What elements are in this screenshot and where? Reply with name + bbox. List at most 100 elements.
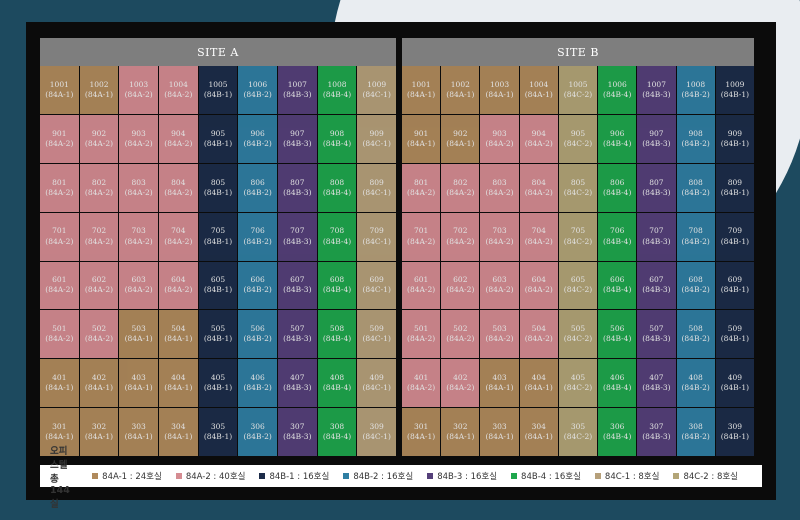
unit-type: (84A-2) [124, 89, 153, 99]
unit-type: (84C-1) [362, 432, 391, 442]
unit-cell: 807 (84B-3) [637, 163, 676, 212]
unit-type: (84B-1) [720, 187, 750, 197]
unit-type: (84C-2) [563, 383, 593, 393]
unit-cell: 805 (84C-2) [558, 163, 598, 212]
unit-number: 409 [727, 373, 743, 383]
unit-type: (84B-4) [322, 334, 352, 344]
legend-item: 84B-2 : 16호실 [343, 470, 413, 482]
legend-title: 오피스텔 총 144실 [50, 445, 70, 510]
unit-number: 309 [727, 421, 743, 431]
unit-cell: 804 (84A-2) [519, 163, 558, 212]
legend-swatch [673, 473, 680, 479]
unit-type: (84A-2) [446, 383, 475, 393]
unit-type: (84B-4) [603, 285, 632, 295]
unit-number: 407 [290, 373, 305, 383]
unit-number: 301 [413, 421, 429, 431]
unit-type: (84B-3) [642, 432, 671, 442]
unit-number: 908 [329, 128, 345, 138]
unit-type: (84A-2) [84, 236, 114, 246]
legend-item: 84A-1 : 24호실 [92, 470, 162, 482]
unit-cell: 801 (84A-2) [40, 163, 79, 212]
unit-type: (84B-4) [322, 383, 352, 393]
legend-label: 84B-1 : 16호실 [269, 472, 330, 482]
unit-type: (84A-2) [446, 187, 475, 197]
unit-cell: 307 (84B-3) [278, 408, 317, 456]
unit-number: 808 [329, 177, 345, 187]
unit-cell: 403 (84A-1) [480, 359, 519, 408]
unit-number: 1006 [248, 79, 268, 89]
unit-type: (84A-1) [524, 432, 553, 442]
unit-number: 906 [610, 128, 625, 138]
unit-type: (84A-2) [84, 285, 114, 295]
unit-cell: 702 (84A-2) [79, 212, 119, 261]
unit-type: (84A-2) [446, 236, 475, 246]
legend-item: 84B-3 : 16호실 [427, 470, 497, 482]
unit-type: (84A-1) [446, 432, 475, 442]
unit-type: (84C-2) [563, 432, 593, 442]
unit-type: (84A-2) [485, 138, 514, 148]
unit-type: (84A-1) [124, 383, 153, 393]
unit-number: 401 [52, 373, 67, 383]
unit-number: 1001 [49, 79, 69, 89]
unit-number: 1003 [490, 79, 510, 89]
unit-number: 909 [727, 128, 743, 138]
unit-type: (84A-2) [407, 285, 436, 295]
unit-type: (84A-2) [164, 236, 193, 246]
legend-swatch [175, 473, 182, 479]
unit-type: (84B-1) [203, 285, 233, 295]
unit-type: (84A-2) [164, 89, 193, 99]
unit-cell: 1005 (84B-1) [198, 66, 238, 114]
unit-cell: 705 (84C-2) [558, 212, 598, 261]
unit-type: (84B-3) [642, 334, 671, 344]
unit-type: (84B-1) [203, 432, 233, 442]
unit-number: 902 [91, 128, 107, 138]
unit-type: (84B-4) [603, 383, 632, 393]
unit-number: 408 [688, 373, 703, 383]
unit-number: 402 [91, 373, 107, 383]
unit-cell: 304 (84A-1) [519, 408, 558, 456]
unit-number: 903 [131, 128, 146, 138]
unit-number: 308 [329, 421, 345, 431]
unit-cell: 508 (84B-2) [676, 310, 715, 359]
legend: 오피스텔 총 144실 84A-1 : 24호실 84A-2 : 40호실 84B-… [40, 446, 762, 510]
unit-type: (84B-2) [681, 138, 710, 148]
unit-number: 806 [250, 177, 265, 187]
unit-number: 406 [610, 373, 625, 383]
unit-cell: 805 (84B-1) [198, 163, 238, 212]
unit-type: (84A-2) [84, 187, 114, 197]
unit-type: (84B-2) [681, 187, 710, 197]
unit-number: 609 [369, 275, 384, 285]
unit-cell: 402 (84A-1) [79, 359, 119, 408]
unit-cell: 705 (84B-1) [198, 212, 238, 261]
legend-item: 84B-1 : 16호실 [259, 470, 329, 482]
unit-cell: 608 (84B-2) [676, 261, 715, 310]
unit-number: 1009 [367, 79, 387, 89]
unit-number: 308 [688, 421, 703, 431]
unit-number: 1003 [129, 79, 149, 89]
unit-number: 702 [91, 226, 107, 236]
unit-type: (84B-2) [681, 89, 710, 99]
unit-number: 608 [329, 275, 345, 285]
unit-cell: 503 (84A-1) [119, 310, 158, 359]
unit-type: (84A-1) [407, 89, 436, 99]
unit-type: (84A-1) [524, 383, 553, 393]
unit-type: (84A-1) [524, 89, 553, 99]
unit-cell: 602 (84A-2) [441, 261, 480, 310]
unit-number: 404 [531, 373, 546, 383]
unit-cell: 308 (84B-2) [676, 408, 715, 456]
unit-type: (84C-1) [362, 187, 391, 197]
unit-number: 906 [250, 128, 265, 138]
unit-type: (84A-2) [407, 334, 436, 344]
unit-cell: 704 (84A-2) [519, 212, 558, 261]
unit-cell: 403 (84A-1) [119, 359, 158, 408]
unit-cell: 608 (84B-4) [317, 261, 357, 310]
unit-number: 509 [727, 324, 743, 334]
unit-number: 708 [688, 226, 703, 236]
unit-type: (84A-2) [524, 285, 553, 295]
unit-number: 1008 [686, 79, 706, 89]
unit-number: 1005 [568, 79, 588, 89]
unit-cell: 803 (84A-2) [480, 163, 519, 212]
unit-type: (84B-4) [603, 138, 632, 148]
unit-cell: 1003 (84A-1) [480, 66, 519, 114]
unit-cell: 305 (84B-1) [198, 408, 238, 456]
